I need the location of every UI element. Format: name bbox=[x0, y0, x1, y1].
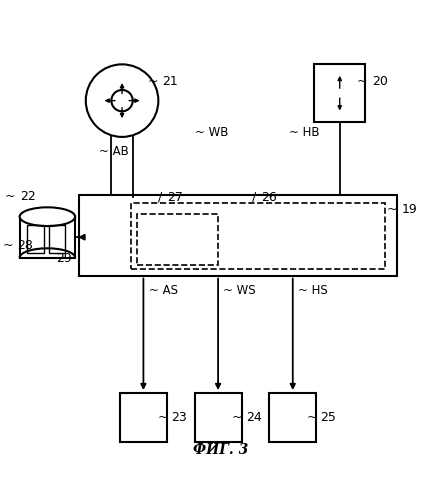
Text: 19: 19 bbox=[401, 203, 416, 216]
Bar bbox=[49, 226, 65, 253]
Text: ~: ~ bbox=[157, 411, 168, 424]
Bar bbox=[269, 393, 316, 442]
Text: ~: ~ bbox=[306, 411, 316, 424]
Text: 22: 22 bbox=[20, 190, 35, 203]
Text: ~: ~ bbox=[148, 75, 158, 88]
Text: 21: 21 bbox=[162, 75, 178, 88]
Text: ~ AS: ~ AS bbox=[148, 284, 177, 297]
Bar bbox=[194, 393, 241, 442]
Text: 20: 20 bbox=[371, 75, 387, 88]
Text: /: / bbox=[158, 190, 162, 203]
Text: 28: 28 bbox=[17, 239, 33, 252]
Text: ~ WS: ~ WS bbox=[223, 284, 255, 297]
Bar bbox=[79, 194, 396, 276]
Text: ~ WB: ~ WB bbox=[195, 126, 228, 139]
Bar bbox=[27, 226, 43, 253]
Text: /: / bbox=[252, 190, 256, 203]
Bar bbox=[313, 64, 365, 122]
Text: ~ HS: ~ HS bbox=[297, 284, 327, 297]
Text: 26: 26 bbox=[260, 190, 276, 203]
Text: 25: 25 bbox=[320, 411, 335, 424]
Text: 23: 23 bbox=[171, 411, 187, 424]
Text: 24: 24 bbox=[245, 411, 261, 424]
Bar bbox=[130, 203, 384, 269]
Text: 27: 27 bbox=[167, 190, 182, 203]
Text: ~ HB: ~ HB bbox=[288, 126, 318, 139]
Text: ~: ~ bbox=[231, 411, 242, 424]
Bar bbox=[120, 393, 167, 442]
Text: ~: ~ bbox=[5, 190, 15, 203]
Text: 29: 29 bbox=[56, 252, 72, 265]
Ellipse shape bbox=[20, 208, 75, 226]
Text: ~: ~ bbox=[3, 239, 13, 252]
Text: ~ AB: ~ AB bbox=[99, 146, 128, 158]
Bar bbox=[20, 216, 75, 258]
Text: ~: ~ bbox=[356, 75, 367, 88]
Bar bbox=[137, 214, 217, 265]
Text: ~: ~ bbox=[386, 203, 396, 216]
Text: ФИГ. 3: ФИГ. 3 bbox=[192, 443, 247, 457]
